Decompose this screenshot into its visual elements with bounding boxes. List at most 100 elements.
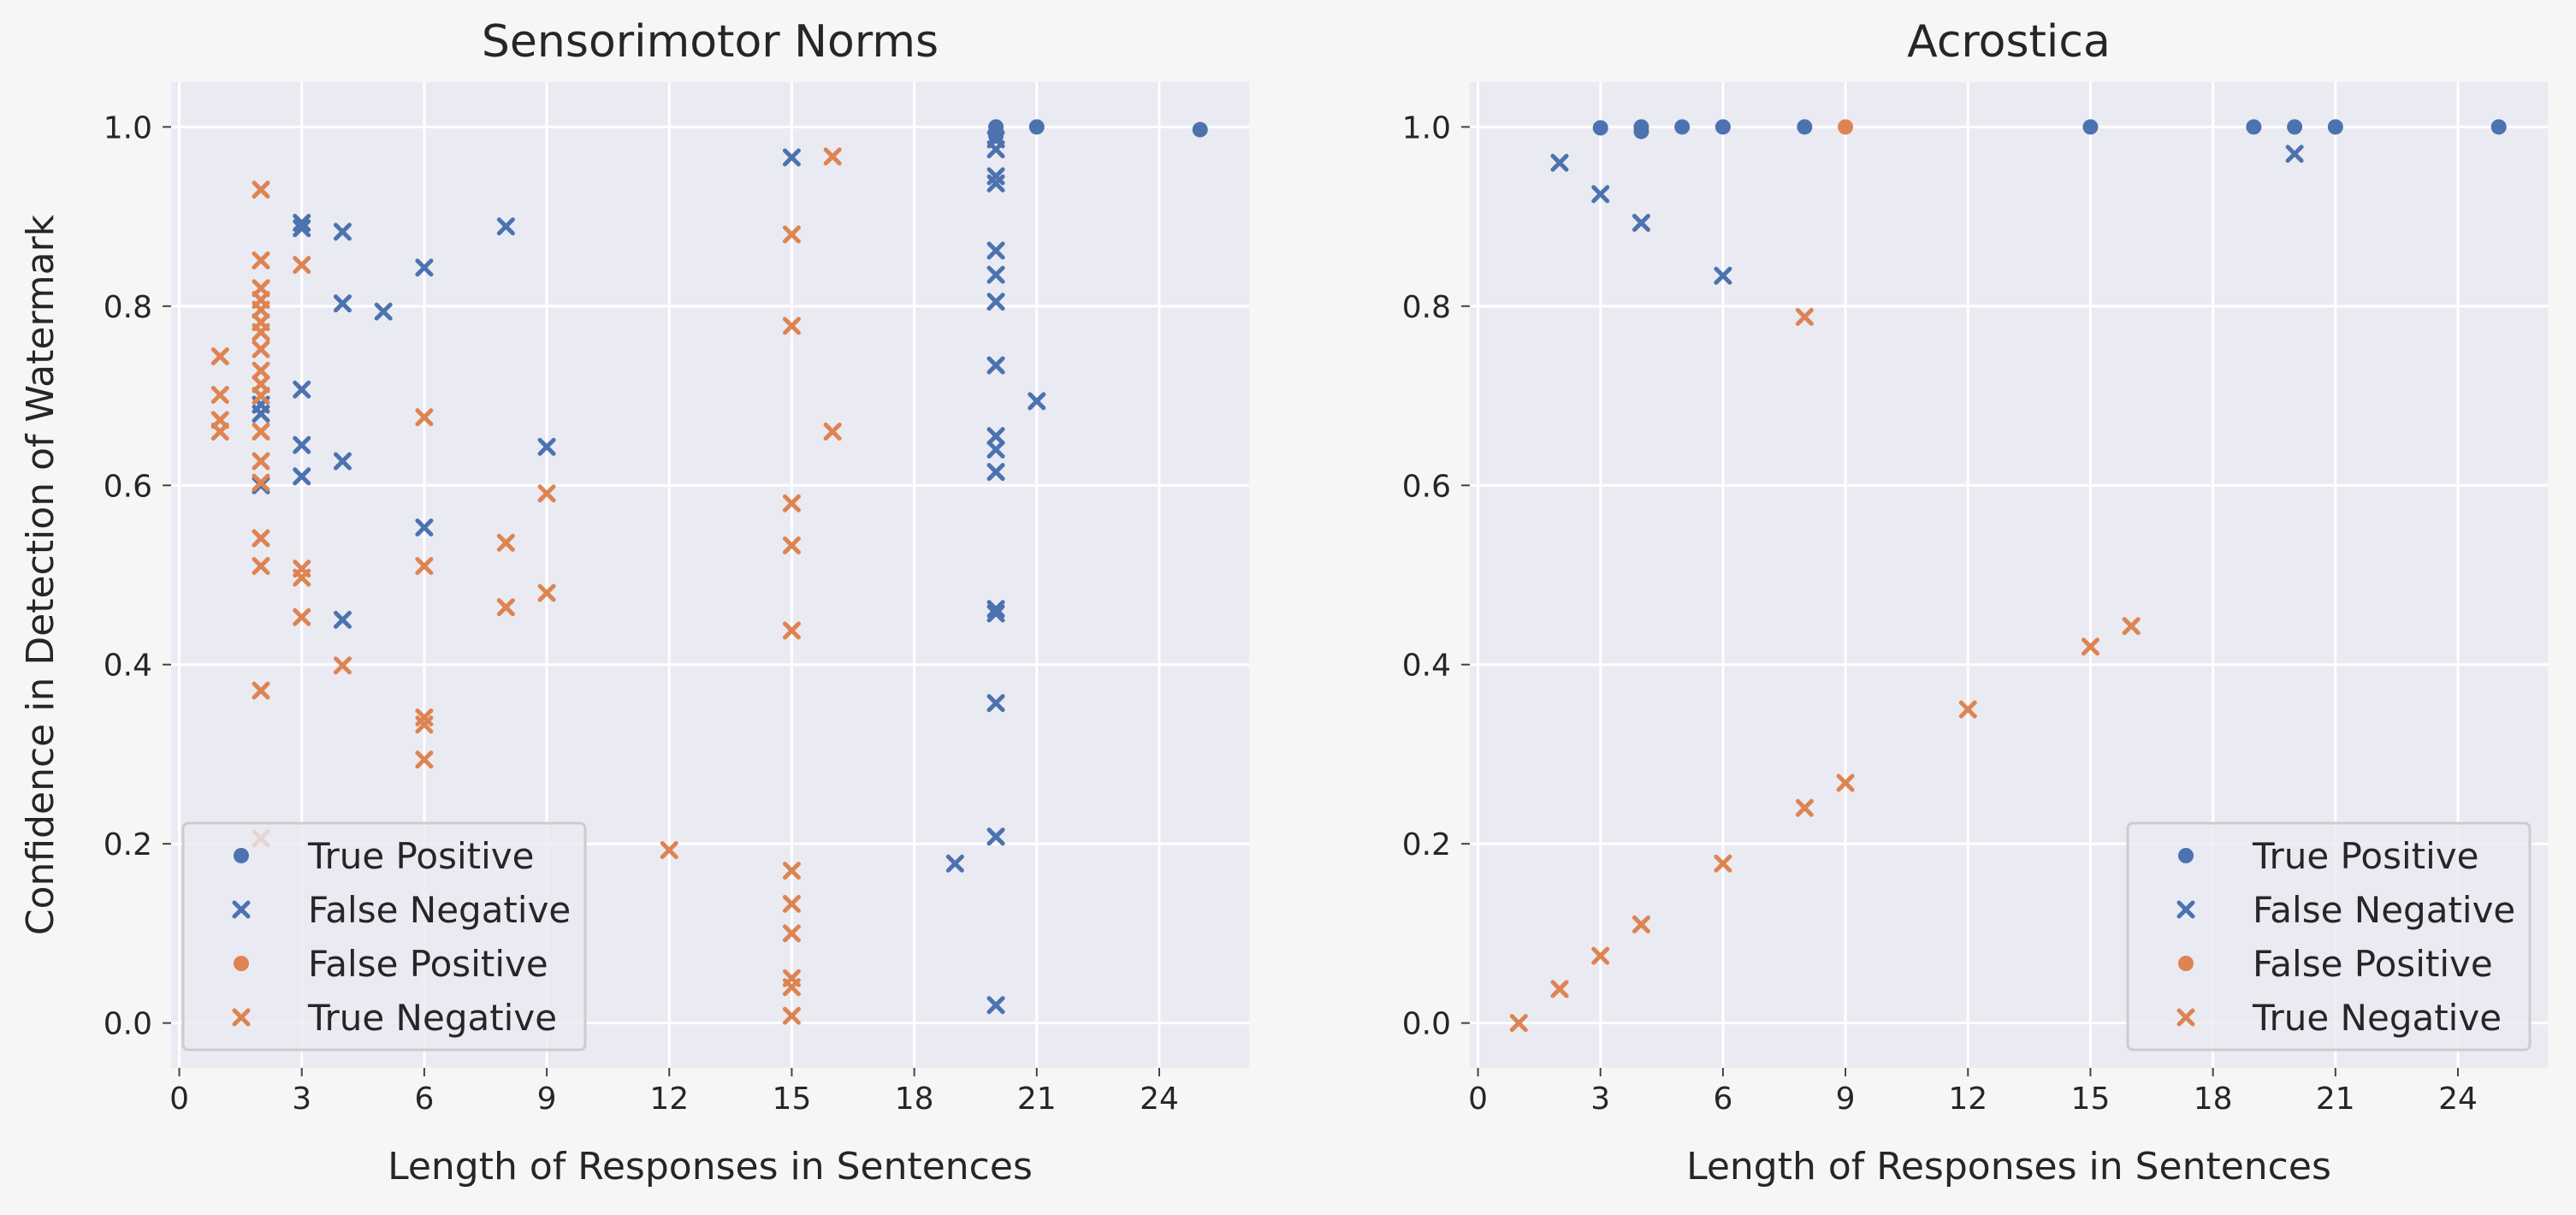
point-true-negative xyxy=(293,256,311,275)
point-true-negative xyxy=(537,484,556,503)
tick-labels: 0 3 6 9 12 15 18 21 24 0.0 0.2 0.4 0.6 0.8 1.0 xyxy=(1402,110,2478,1117)
point-true-positive xyxy=(1633,123,1649,139)
point-true-negative xyxy=(1631,915,1650,933)
point-true-negative xyxy=(210,422,229,441)
chart-title: Acrostica xyxy=(1907,16,2111,68)
point-true-negative xyxy=(252,422,270,441)
legend-marker-false-positive xyxy=(234,956,249,971)
point-true-negative xyxy=(1714,854,1732,873)
point-true-negative xyxy=(1795,798,1814,817)
legend: True Positive False Negative False Positiv… xyxy=(181,821,587,1052)
point-true-positive xyxy=(2246,119,2262,135)
point-true-positive xyxy=(988,127,1004,144)
point-false-negative xyxy=(374,302,393,321)
point-true-negative xyxy=(252,300,270,319)
legend-label-true-negative: True Negative xyxy=(307,997,557,1039)
x-tick-label: 3 xyxy=(1590,1082,1610,1117)
point-true-negative xyxy=(782,1006,801,1025)
point-false-negative xyxy=(945,854,964,873)
data-points xyxy=(210,119,1208,1025)
point-true-negative xyxy=(782,317,801,335)
point-false-negative xyxy=(1714,266,1732,285)
point-true-positive xyxy=(2490,119,2507,135)
point-true-negative xyxy=(1591,946,1610,965)
legend-marker-false-negative xyxy=(232,900,251,919)
point-true-negative xyxy=(252,529,270,548)
x-tick-label: 15 xyxy=(773,1082,812,1117)
point-true-negative xyxy=(252,323,270,341)
x-axis-label: Length of Responses in Sentences xyxy=(388,1145,1033,1188)
y-tick-label: 0.2 xyxy=(1402,827,1451,862)
point-true-negative xyxy=(252,473,270,492)
point-false-negative xyxy=(986,427,1005,446)
x-tick-label: 3 xyxy=(292,1082,311,1117)
point-false-positive xyxy=(1838,119,1854,135)
point-false-negative xyxy=(986,604,1005,623)
y-tick-label: 0.4 xyxy=(1402,649,1451,684)
y-axis-label: Confidence in Detection of Watermark xyxy=(19,214,62,935)
legend-marker-false-negative xyxy=(2176,900,2195,919)
point-true-negative xyxy=(333,656,352,675)
point-true-negative xyxy=(252,340,270,359)
x-tick-label: 21 xyxy=(1017,1082,1057,1117)
point-true-negative xyxy=(2122,617,2141,636)
point-true-negative xyxy=(782,894,801,913)
tick-labels: 0 3 6 9 12 15 18 21 24 0.0 0.2 0.4 0.6 0.8 1.0 xyxy=(104,110,1179,1117)
legend-box xyxy=(2126,821,2532,1052)
point-true-negative xyxy=(252,557,270,576)
point-true-negative xyxy=(1795,307,1814,326)
point-true-negative xyxy=(782,621,801,640)
point-true-negative xyxy=(537,584,556,602)
y-tick-label: 0.8 xyxy=(1402,290,1451,325)
point-true-negative xyxy=(2081,637,2099,656)
point-false-negative xyxy=(252,404,270,423)
point-true-negative xyxy=(496,598,515,617)
point-true-negative xyxy=(415,557,434,576)
legend-marker-true-negative xyxy=(2176,1008,2195,1027)
data-points xyxy=(1509,119,2507,1033)
point-false-negative xyxy=(1550,153,1569,172)
point-false-negative xyxy=(986,827,1005,846)
point-false-negative xyxy=(986,463,1005,482)
point-false-negative xyxy=(986,694,1005,713)
point-true-negative xyxy=(782,924,801,943)
x-tick-label: 24 xyxy=(1140,1082,1179,1117)
point-true-negative xyxy=(210,347,229,365)
y-tick-label: 1.0 xyxy=(104,110,152,145)
point-false-negative xyxy=(293,436,311,454)
x-tick-label: 0 xyxy=(169,1082,189,1117)
point-true-negative xyxy=(660,841,678,860)
point-true-negative xyxy=(823,422,842,441)
legend-marker-true-positive xyxy=(234,848,249,863)
x-tick-label: 0 xyxy=(1468,1082,1488,1117)
point-true-negative xyxy=(1550,980,1569,999)
point-true-positive xyxy=(1592,120,1608,136)
point-true-negative xyxy=(252,361,270,380)
point-true-positive xyxy=(2327,119,2343,135)
point-false-negative xyxy=(986,356,1005,375)
x-tick-label: 9 xyxy=(537,1082,557,1117)
legend-label-true-positive: True Positive xyxy=(2252,835,2478,877)
point-false-negative xyxy=(782,148,801,167)
x-tick-label: 24 xyxy=(2438,1082,2478,1117)
point-true-positive xyxy=(1674,119,1691,135)
legend-marker-true-positive xyxy=(2178,848,2194,863)
point-true-positive xyxy=(1714,119,1731,135)
point-false-negative xyxy=(986,174,1005,193)
point-true-negative xyxy=(293,608,311,626)
legend-label-false-positive: False Positive xyxy=(2253,943,2493,985)
point-false-negative xyxy=(986,241,1005,260)
point-true-positive xyxy=(1797,119,1813,135)
chart-sensorimotor-norms: 0 3 6 9 12 15 18 21 24 0.0 0.2 0.4 0.6 0.8 1.0 Sensori… xyxy=(19,16,1249,1188)
point-false-negative xyxy=(333,222,352,241)
point-false-negative xyxy=(986,293,1005,311)
point-true-negative xyxy=(1958,700,1977,719)
y-tick-label: 0.8 xyxy=(104,290,152,325)
grid xyxy=(171,82,1249,1068)
y-tick-label: 0.0 xyxy=(104,1007,152,1042)
point-true-negative xyxy=(415,750,434,769)
point-false-negative xyxy=(333,294,352,313)
point-true-negative xyxy=(210,385,229,404)
x-axis-label: Length of Responses in Sentences xyxy=(1686,1145,2331,1188)
